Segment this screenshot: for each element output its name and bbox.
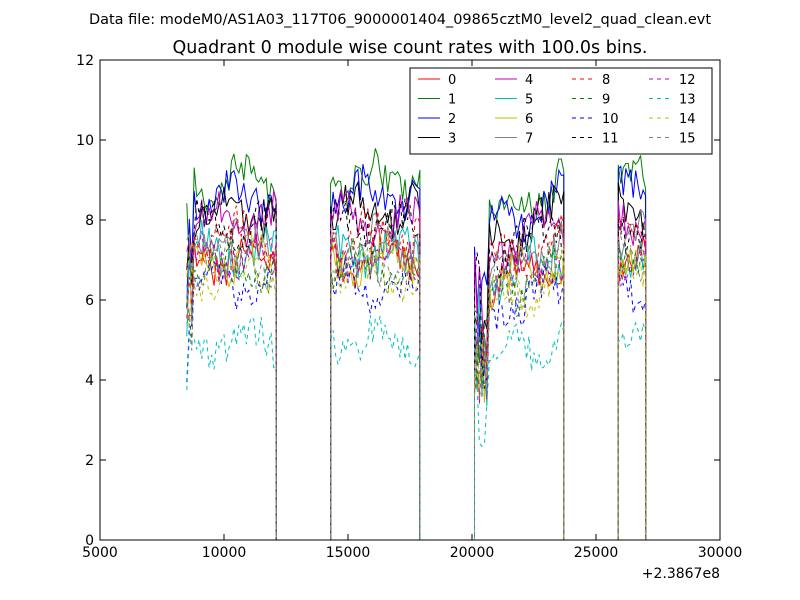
x-tick-label: 20000 <box>450 545 495 561</box>
series-line-10 <box>186 256 647 540</box>
series-line-7 <box>186 208 647 540</box>
legend-label-1: 1 <box>448 93 456 108</box>
x-tick-label: 30000 <box>698 545 743 561</box>
series-line-4 <box>186 189 647 540</box>
series-line-12 <box>186 224 647 540</box>
series-line-15 <box>186 234 647 540</box>
legend-label-12: 12 <box>679 73 696 88</box>
series-line-5 <box>186 220 647 540</box>
legend-label-8: 8 <box>602 73 610 88</box>
chart-title: Quadrant 0 module wise count rates with … <box>173 38 648 58</box>
legend-box <box>409 67 713 155</box>
legend-label-2: 2 <box>448 112 456 127</box>
y-tick-label: 2 <box>85 453 94 469</box>
legend-label-14: 14 <box>679 112 696 127</box>
legend-label-7: 7 <box>525 132 533 147</box>
legend-label-9: 9 <box>602 93 610 108</box>
legend-label-0: 0 <box>448 73 456 88</box>
legend-label-11: 11 <box>602 132 619 147</box>
x-offset-label: +2.3867e8 <box>642 566 720 582</box>
chart-suptitle: Data file: modeM0/AS1A03_117T06_90000014… <box>89 12 711 28</box>
x-tick-label: 25000 <box>574 545 619 561</box>
legend-label-10: 10 <box>602 112 619 127</box>
legend-label-4: 4 <box>525 73 533 88</box>
legend-label-13: 13 <box>679 93 696 108</box>
y-tick-label: 8 <box>85 213 94 229</box>
series-line-8 <box>186 205 647 540</box>
x-tick-label: 5000 <box>82 545 118 561</box>
legend-label-3: 3 <box>448 132 456 147</box>
legend-label-6: 6 <box>525 112 533 127</box>
y-tick-label: 4 <box>85 373 94 389</box>
legend-label-15: 15 <box>679 132 696 147</box>
x-tick-label: 10000 <box>202 545 247 561</box>
x-axis: 5000 10000 15000 20000 25000 30000 <box>82 60 742 561</box>
series-lines <box>186 148 647 540</box>
y-tick-label: 12 <box>76 53 94 69</box>
y-tick-label: 0 <box>85 533 94 549</box>
series-line-11 <box>186 198 647 540</box>
legend-label-5: 5 <box>525 93 533 108</box>
y-tick-label: 6 <box>85 293 94 309</box>
y-tick-label: 10 <box>76 133 94 149</box>
series-line-13 <box>186 314 647 540</box>
x-tick-label: 15000 <box>326 545 371 561</box>
series-line-3 <box>186 180 647 540</box>
